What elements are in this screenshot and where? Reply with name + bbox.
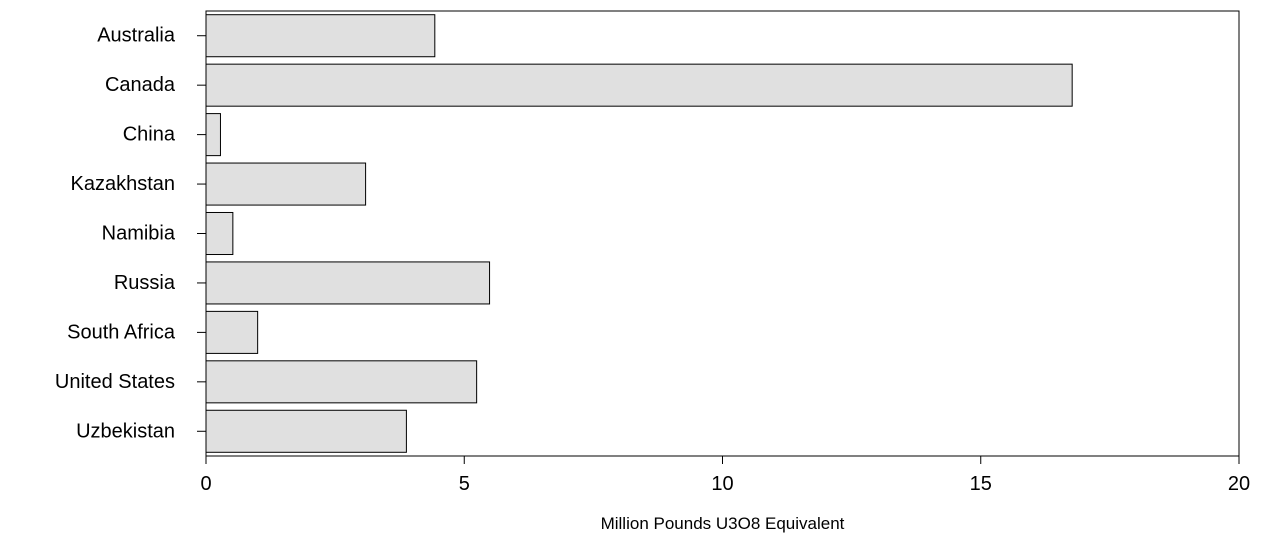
x-tick-label: 0 (200, 473, 211, 495)
bar-united-states (205, 360, 478, 404)
y-tick-label: United States (55, 371, 175, 393)
bar-uzbekistan (205, 409, 407, 453)
y-tick-label: Russia (114, 272, 176, 294)
y-tick-label: China (123, 124, 176, 146)
x-tick-label: 5 (459, 473, 470, 495)
x-tick-label: 20 (1228, 473, 1250, 495)
x-tick-label: 10 (711, 473, 733, 495)
x-tick-label: 15 (970, 473, 992, 495)
y-tick-label: Kazakhstan (70, 173, 175, 195)
y-tick-label: Namibia (102, 223, 176, 245)
y-tick-label: Uzbekistan (76, 420, 175, 442)
bar-south-africa (205, 310, 259, 354)
bars-group (205, 14, 1073, 453)
x-axis-ticks: 0 5 10 15 20 (200, 456, 1250, 495)
bar-namibia (205, 211, 234, 256)
bar-australia (205, 14, 436, 58)
y-tick-label: Australia (97, 25, 176, 47)
y-tick-label: South Africa (67, 321, 176, 343)
y-tick-label: Canada (105, 74, 176, 96)
plot-frame (205, 10, 1240, 457)
y-axis-ticks: Australia Canada China Kazakhstan Namibia Rus… (55, 25, 206, 442)
bar-russia (205, 261, 491, 305)
bar-canada (205, 63, 1073, 107)
bar-china (205, 113, 221, 157)
bar-kazakhstan (205, 162, 367, 206)
x-axis-title: Million Pounds U3O8 Equivalent (601, 514, 845, 533)
